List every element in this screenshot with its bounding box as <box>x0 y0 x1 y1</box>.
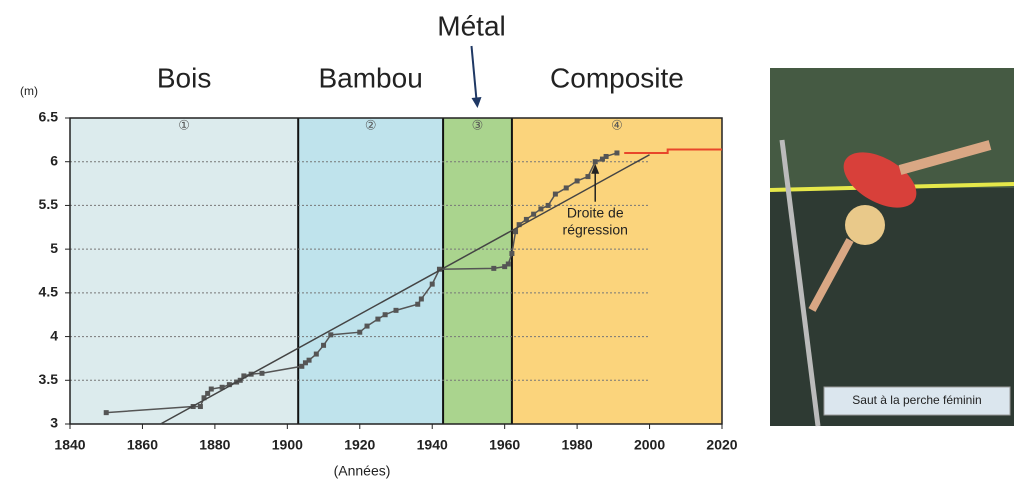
period-band <box>512 118 722 424</box>
series-point <box>604 154 609 159</box>
period-band <box>443 118 512 424</box>
series-point <box>205 391 210 396</box>
y-unit: (m) <box>20 84 38 98</box>
period-band <box>70 118 298 424</box>
x-tick-label: 2000 <box>634 437 665 453</box>
series-point <box>209 387 214 392</box>
period-band <box>298 118 443 424</box>
series-point <box>419 296 424 301</box>
series-point <box>383 312 388 317</box>
series-point <box>357 330 362 335</box>
period-label: Bambou <box>318 62 422 93</box>
photo: Saut à la perche féminin <box>770 68 1014 426</box>
series-point <box>321 343 326 348</box>
period-label: Bois <box>157 62 211 93</box>
page: Saut à la perche féminin (m) (Années) ① B… <box>0 0 1014 484</box>
y-tick-label: 6 <box>50 152 58 168</box>
series-point <box>394 308 399 313</box>
plot: ① Bois ② Bambou ③ Métal ④ Composite 3 3.5 4 4.5 5 5.5… <box>39 10 738 452</box>
period-marker: ③ <box>472 117 484 132</box>
series-point <box>314 352 319 357</box>
series-point <box>538 206 543 211</box>
series-point <box>430 282 435 287</box>
period-arrow-head <box>472 97 482 108</box>
x-tick-label: 1860 <box>127 437 158 453</box>
series-point <box>104 410 109 415</box>
annotation-text: Droite de <box>567 204 624 220</box>
period-marker: ② <box>365 117 377 132</box>
y-tick-label: 6.5 <box>39 109 59 125</box>
x-tick-label: 1920 <box>344 437 375 453</box>
series-point <box>585 174 590 179</box>
period-arrow <box>472 46 477 100</box>
period-label: Composite <box>550 62 684 93</box>
series-point <box>531 212 536 217</box>
y-tick-label: 3.5 <box>39 371 59 387</box>
series-point <box>506 262 511 267</box>
series-point <box>259 371 264 376</box>
period-marker: ④ <box>611 117 623 132</box>
y-tick-label: 3 <box>50 415 58 431</box>
series-point <box>365 324 370 329</box>
series-point <box>415 302 420 307</box>
series-point <box>491 266 496 271</box>
series-point <box>198 404 203 409</box>
series-point <box>328 332 333 337</box>
series-point <box>575 178 580 183</box>
series-point <box>375 317 380 322</box>
series-point <box>564 185 569 190</box>
x-tick-label: 1940 <box>417 437 448 453</box>
series-point <box>614 150 619 155</box>
x-axis-label: (Années) <box>334 463 391 479</box>
series-point <box>509 251 514 256</box>
y-tick-label: 5 <box>50 240 58 256</box>
x-tick-label: 1980 <box>562 437 593 453</box>
y-tick-label: 5.5 <box>39 196 59 212</box>
period-label: Métal <box>437 10 505 41</box>
x-tick-label: 1880 <box>199 437 230 453</box>
y-tick-label: 4 <box>50 327 58 343</box>
photo-caption: Saut à la perche féminin <box>852 393 981 407</box>
y-tick-label: 4.5 <box>39 284 59 300</box>
series-point <box>593 159 598 164</box>
series-point <box>307 358 312 363</box>
series-point <box>553 192 558 197</box>
series-point <box>546 203 551 208</box>
period-marker: ① <box>178 117 190 132</box>
annotation-text: régression <box>563 221 628 237</box>
photo-athlete-head <box>845 205 885 245</box>
x-tick-label: 1840 <box>54 437 85 453</box>
x-tick-label: 1960 <box>489 437 520 453</box>
x-tick-label: 2020 <box>706 437 737 453</box>
x-tick-label: 1900 <box>272 437 303 453</box>
